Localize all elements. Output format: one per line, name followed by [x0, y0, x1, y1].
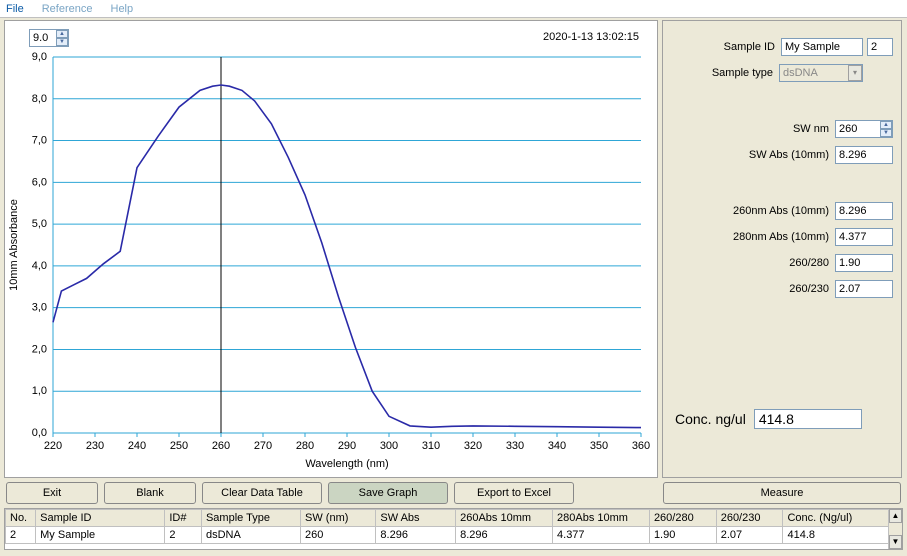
- svg-text:3,0: 3,0: [32, 302, 47, 314]
- svg-text:Wavelength (nm): Wavelength (nm): [305, 458, 388, 470]
- svg-text:250: 250: [170, 440, 188, 452]
- svg-text:5,0: 5,0: [32, 218, 47, 230]
- svg-text:9,0: 9,0: [32, 51, 47, 63]
- svg-text:1,0: 1,0: [32, 385, 47, 397]
- menu-reference[interactable]: Reference: [42, 3, 93, 15]
- sample-id-input[interactable]: [781, 38, 863, 56]
- svg-text:340: 340: [548, 440, 566, 452]
- sw-nm-stepper[interactable]: ▲ ▼: [835, 120, 893, 138]
- menubar: File Reference Help: [0, 0, 907, 18]
- timestamp: 2020-1-13 13:02:15: [543, 31, 639, 43]
- chevron-down-icon[interactable]: ▼: [56, 38, 68, 46]
- svg-text:8,0: 8,0: [32, 93, 47, 105]
- r260-230-label: 260/230: [669, 283, 835, 295]
- sample-id-label: Sample ID: [669, 41, 781, 53]
- chevron-down-icon[interactable]: ▾: [848, 65, 862, 81]
- chevron-up-icon[interactable]: ▲: [56, 30, 68, 38]
- clear-button[interactable]: Clear Data Table: [202, 482, 322, 504]
- a280-label: 280nm Abs (10mm): [669, 231, 835, 243]
- sample-type-label: Sample type: [669, 67, 779, 79]
- svg-text:10mm Absorbance: 10mm Absorbance: [8, 199, 20, 291]
- svg-text:300: 300: [380, 440, 398, 452]
- svg-text:220: 220: [44, 440, 62, 452]
- svg-text:2,0: 2,0: [32, 343, 47, 355]
- r260-280-label: 260/280: [669, 257, 835, 269]
- blank-button[interactable]: Blank: [104, 482, 196, 504]
- conc-input[interactable]: [754, 409, 862, 429]
- svg-text:330: 330: [506, 440, 524, 452]
- chevron-up-icon[interactable]: ▲: [880, 121, 892, 129]
- conc-label: Conc. ng/ul: [669, 411, 754, 427]
- export-button[interactable]: Export to Excel: [454, 482, 574, 504]
- svg-text:0,0: 0,0: [32, 427, 47, 439]
- ymax-stepper[interactable]: ▲ ▼: [29, 29, 69, 47]
- r260-230-input[interactable]: [835, 280, 893, 298]
- save-graph-button[interactable]: Save Graph: [328, 482, 448, 504]
- a260-label: 260nm Abs (10mm): [669, 205, 835, 217]
- menu-file[interactable]: File: [6, 3, 24, 15]
- svg-text:270: 270: [254, 440, 272, 452]
- svg-text:260: 260: [212, 440, 230, 452]
- a260-input[interactable]: [835, 202, 893, 220]
- spinner-icon[interactable]: ▲ ▼: [56, 30, 68, 46]
- scrollbar[interactable]: ▲ ▼: [888, 509, 902, 549]
- chevron-down-icon[interactable]: ▼: [880, 129, 892, 137]
- main-area: ▲ ▼ 2020-1-13 13:02:15 0,0 1,0 2,0 3,0 4,0 5,…: [0, 18, 907, 480]
- sw-abs-input[interactable]: [835, 146, 893, 164]
- sample-num-input[interactable]: [867, 38, 893, 56]
- ymax-input[interactable]: [30, 32, 56, 44]
- sw-abs-label: SW Abs (10mm): [669, 149, 835, 161]
- chart-panel: ▲ ▼ 2020-1-13 13:02:15 0,0 1,0 2,0 3,0 4,0 5,…: [4, 20, 658, 478]
- svg-text:350: 350: [590, 440, 608, 452]
- svg-text:6,0: 6,0: [32, 176, 47, 188]
- svg-text:320: 320: [464, 440, 482, 452]
- side-panel: Sample ID Sample type dsDNA ▾ SW nm ▲ ▼: [662, 20, 902, 478]
- svg-text:230: 230: [86, 440, 104, 452]
- exit-button[interactable]: Exit: [6, 482, 98, 504]
- a280-input[interactable]: [835, 228, 893, 246]
- svg-text:4,0: 4,0: [32, 260, 47, 272]
- svg-text:7,0: 7,0: [32, 135, 47, 147]
- measure-button[interactable]: Measure: [663, 482, 901, 504]
- svg-text:280: 280: [296, 440, 314, 452]
- spectrum-chart: 0,0 1,0 2,0 3,0 4,0 5,0 6,0 7,0 8,0 9,0 220 230 240 2…: [5, 51, 659, 477]
- r260-280-input[interactable]: [835, 254, 893, 272]
- button-row: Exit Blank Clear Data Table Save Graph E…: [0, 480, 907, 506]
- sw-nm-input[interactable]: [836, 121, 880, 137]
- sample-type-select[interactable]: dsDNA ▾: [779, 64, 863, 82]
- svg-text:360: 360: [632, 440, 650, 452]
- data-table: No.Sample IDID#Sample TypeSW (nm)SW Abs2…: [4, 508, 903, 550]
- svg-text:290: 290: [338, 440, 356, 452]
- results-table: No.Sample IDID#Sample TypeSW (nm)SW Abs2…: [5, 509, 902, 544]
- sample-type-value: dsDNA: [780, 67, 848, 79]
- svg-text:310: 310: [422, 440, 440, 452]
- scroll-up-icon[interactable]: ▲: [889, 509, 902, 523]
- svg-text:240: 240: [128, 440, 146, 452]
- sw-nm-label: SW nm: [669, 123, 835, 135]
- table-row[interactable]: 2My Sample2dsDNA2608.2968.2964.3771.902.…: [6, 527, 902, 544]
- scroll-down-icon[interactable]: ▼: [889, 535, 902, 549]
- menu-help[interactable]: Help: [111, 3, 134, 15]
